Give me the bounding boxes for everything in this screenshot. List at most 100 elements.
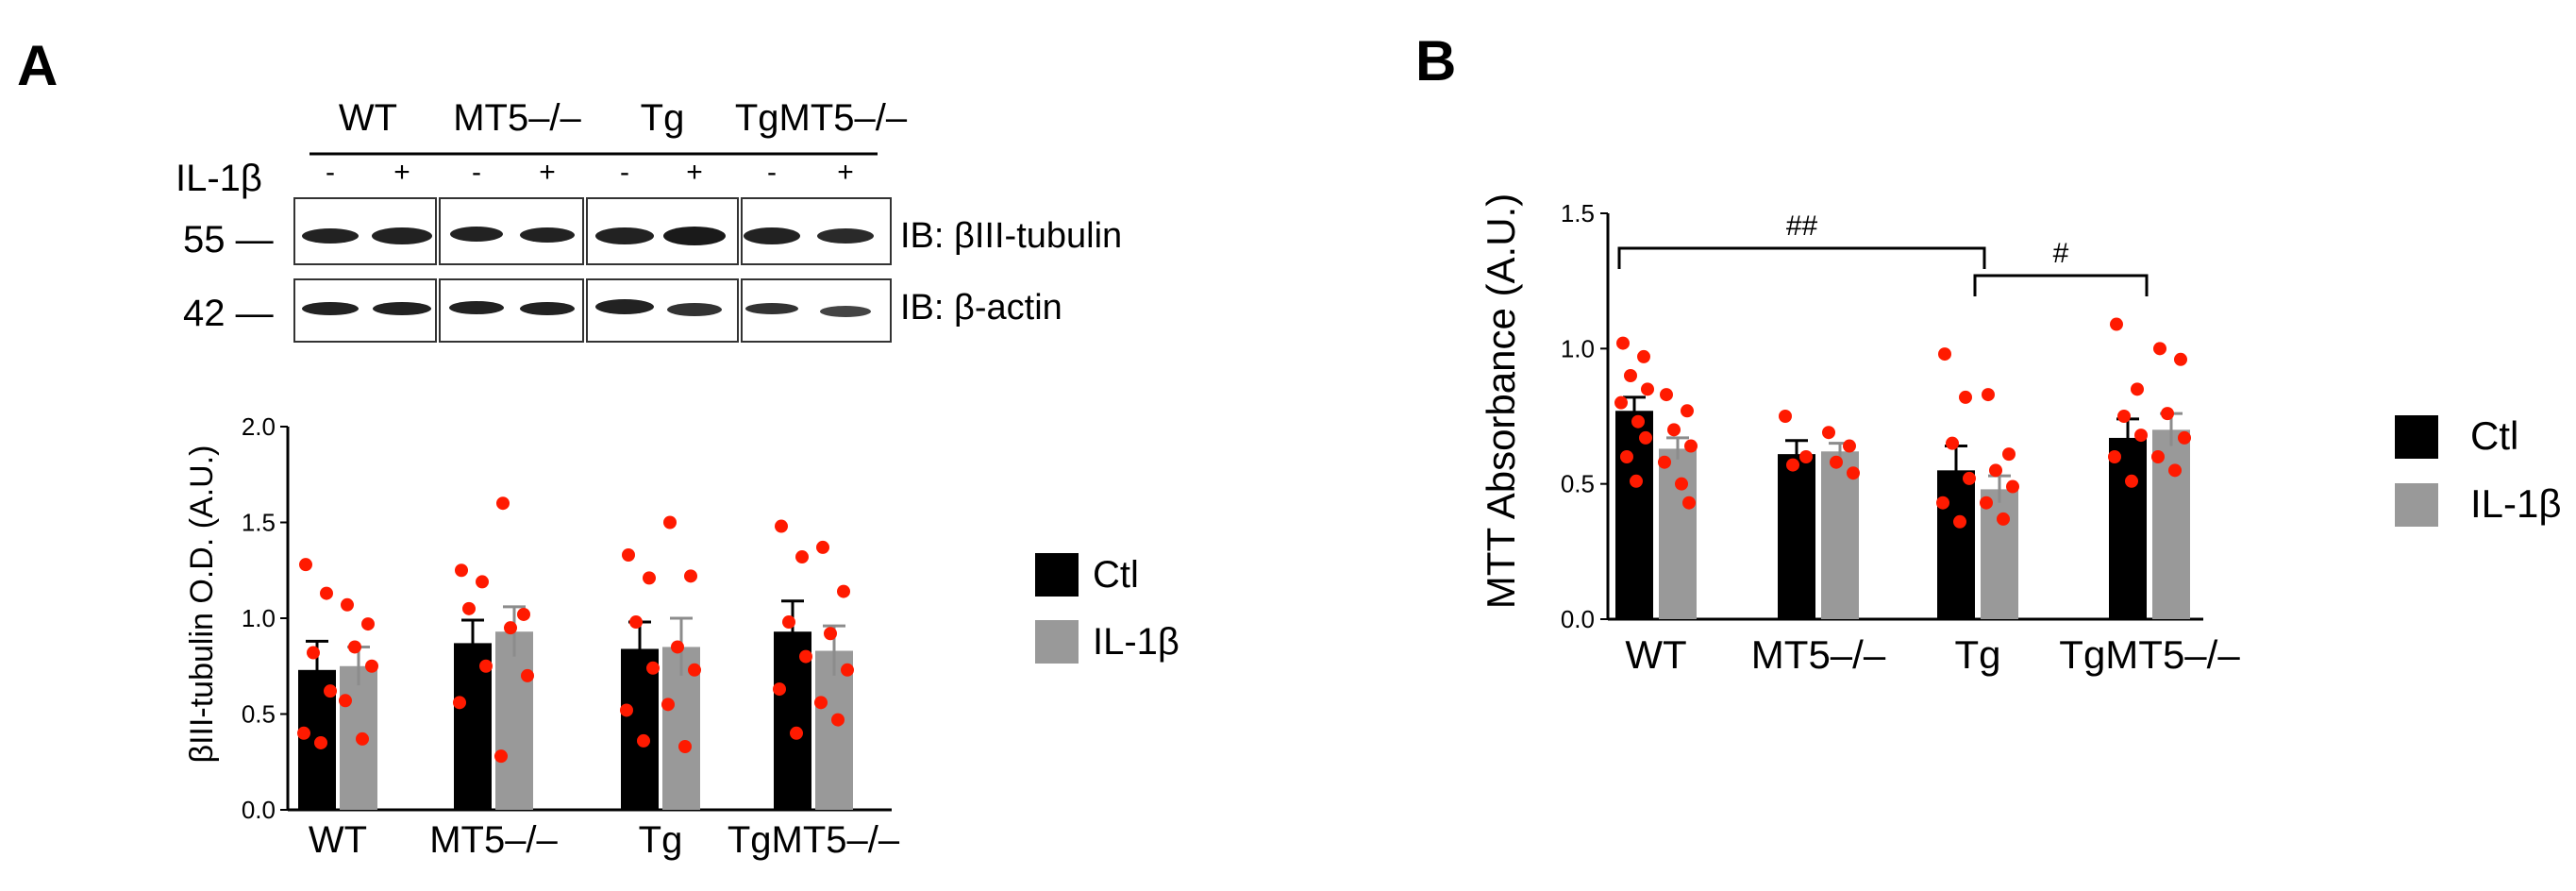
data-point <box>773 682 786 696</box>
data-point <box>1620 450 1633 463</box>
data-point <box>837 585 850 598</box>
data-point <box>1946 437 1959 450</box>
data-point <box>2151 450 2165 463</box>
data-point <box>2125 475 2138 488</box>
data-point <box>799 650 812 664</box>
legend-swatch <box>2395 415 2438 459</box>
chart-a-legend: CtlIL-1β <box>1035 553 1179 664</box>
data-point <box>476 575 489 588</box>
chart-b-y-label: MTT Absorbance (A.U.) <box>1479 193 1523 609</box>
data-point <box>455 563 468 577</box>
data-point <box>324 684 337 698</box>
blot-band <box>663 227 726 245</box>
significance-label: ## <box>1786 210 1818 242</box>
data-point <box>782 615 795 629</box>
data-point <box>462 602 476 615</box>
data-point <box>361 617 375 630</box>
data-point <box>348 640 361 653</box>
y-tick-label: 2.0 <box>242 412 276 441</box>
chart-a: βIII-tubulin O.D. (A.U.) 0.0 0.5 1.0 1.5 2.0… <box>184 412 1179 861</box>
chart-b-points <box>1614 318 2191 529</box>
data-point <box>1980 496 1993 510</box>
chart-a-error-bars <box>306 601 845 699</box>
bar-il1b <box>495 631 533 810</box>
blot-band <box>302 302 359 315</box>
chart-b-axes: 0.00.51.01.5 <box>1561 199 2203 633</box>
data-point <box>339 694 352 707</box>
blot-band <box>520 302 575 315</box>
y-tick-label: 1.0 <box>242 604 276 632</box>
x-category-label: TgMT5–/– <box>2059 632 2240 677</box>
data-point <box>620 703 633 716</box>
data-point <box>1997 513 2010 526</box>
blot-band <box>667 303 722 316</box>
chart-b-categories: WT MT5–/– Tg TgMT5–/– <box>1625 632 2240 677</box>
data-point <box>453 696 466 709</box>
y-tick-label: 0.0 <box>242 796 276 824</box>
data-point <box>2131 382 2144 395</box>
blot-band <box>373 302 431 315</box>
blot-band <box>449 301 504 314</box>
data-point <box>2161 407 2174 420</box>
x-category-label: MT5–/– <box>429 819 558 861</box>
blot-band <box>520 227 575 243</box>
blot-band <box>372 227 432 244</box>
data-point <box>2117 410 2131 423</box>
chart-b-bars <box>1615 411 2190 619</box>
data-point <box>2134 429 2148 442</box>
blot-band <box>820 306 871 317</box>
blot-band <box>302 228 359 244</box>
blot-marker-42: 42 — <box>183 293 274 334</box>
blot-band <box>450 227 503 242</box>
legend-label: Ctl <box>1093 554 1139 596</box>
western-blot: WT MT5–/– Tg TgMT5–/– IL-1β - + - + - + … <box>176 97 1122 342</box>
legend-swatch <box>2395 483 2438 527</box>
blot-band <box>595 227 654 244</box>
data-point <box>1953 515 1966 529</box>
chart-b-legend: Ctl IL-1β <box>2395 413 2562 527</box>
data-point <box>1630 475 1643 488</box>
bar-il1b <box>1659 448 1697 619</box>
data-point <box>684 569 697 582</box>
data-point <box>341 598 354 612</box>
blot-sign: - <box>767 157 777 188</box>
chart-b-significance: ### <box>1619 210 2147 296</box>
chart-b-error-bars <box>1623 397 2183 503</box>
data-point <box>841 664 854 677</box>
data-point <box>1779 410 1792 423</box>
data-point <box>1682 496 1696 510</box>
data-point <box>2178 431 2191 445</box>
panel-letter-a: A <box>17 34 58 97</box>
significance-bracket <box>1619 248 1984 269</box>
data-point <box>1624 369 1637 382</box>
data-point <box>314 736 327 749</box>
x-category-label: WT <box>309 819 367 861</box>
data-point <box>1830 456 1843 469</box>
data-point <box>496 496 510 510</box>
data-point <box>1822 426 1835 439</box>
figure: A B WT MT5–/– Tg TgMT5–/– IL-1β - + - + … <box>0 0 2576 891</box>
data-point <box>637 734 650 748</box>
data-point <box>831 714 845 727</box>
data-point <box>517 608 530 621</box>
data-point <box>1936 496 1949 510</box>
blot-group-label-mt5: MT5–/– <box>453 97 581 139</box>
data-point <box>1684 440 1698 453</box>
x-category-label: MT5–/– <box>1751 632 1886 677</box>
data-point <box>1658 456 1671 469</box>
data-point <box>688 664 701 677</box>
chart-a-y-label: βIII-tubulin O.D. (A.U.) <box>184 446 220 764</box>
blot-group-label-wt: WT <box>339 97 397 139</box>
data-point <box>814 696 828 709</box>
chart-a-categories: WT MT5–/– Tg TgMT5–/– <box>309 819 900 861</box>
data-point <box>1843 440 1856 453</box>
y-tick-label: 1.5 <box>1561 199 1595 227</box>
data-point <box>1938 347 1951 361</box>
significance-bracket <box>1975 276 2147 296</box>
blot-sign: + <box>837 157 854 188</box>
data-point <box>1989 463 2002 477</box>
data-point <box>1959 391 1972 404</box>
data-point <box>1660 388 1673 401</box>
data-point <box>1614 396 1628 410</box>
data-point <box>643 571 656 584</box>
